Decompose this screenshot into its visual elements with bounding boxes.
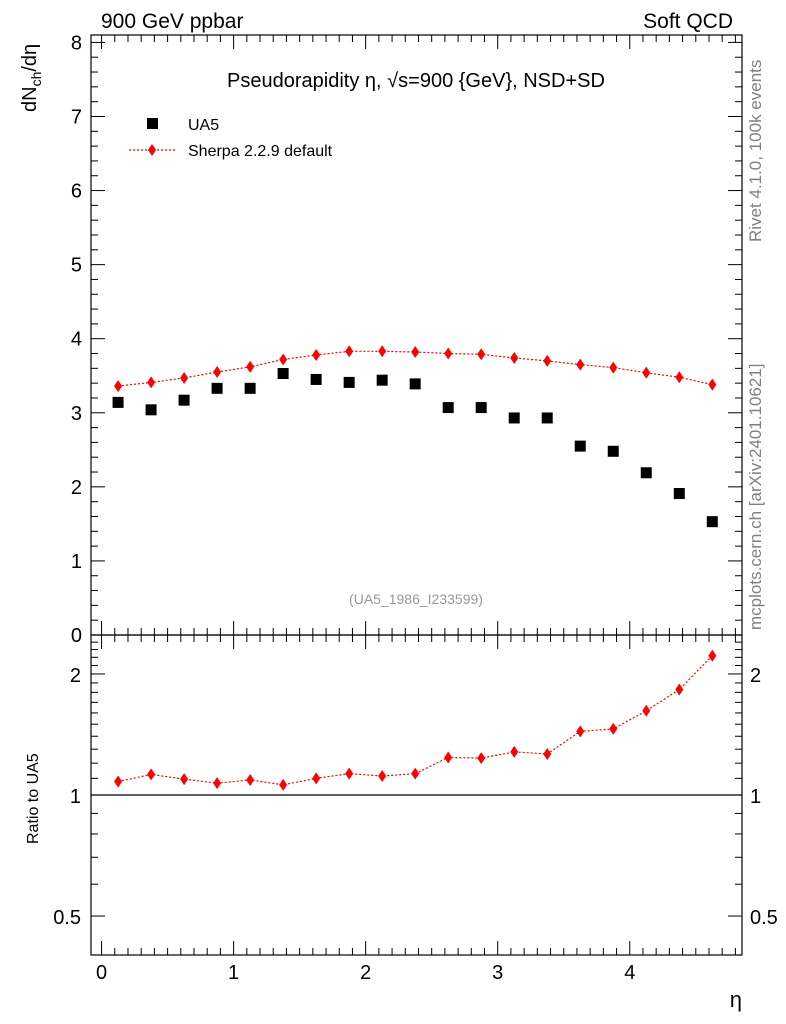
- ratio-data-point: [378, 769, 387, 782]
- mc-data-point: [642, 366, 651, 379]
- mc-data-point: [543, 354, 552, 367]
- main-y-tick-label: 6: [71, 181, 82, 203]
- ua5-data-point: [673, 488, 685, 500]
- ratio-data-point: [114, 775, 123, 788]
- ratio-y-tick-label-left: 2: [70, 665, 81, 687]
- ratio-data-point: [510, 745, 519, 758]
- mc-data-point: [246, 360, 255, 373]
- ratio-data-point: [147, 768, 156, 781]
- main-y-tick-label: 3: [71, 403, 82, 425]
- x-axis: 0 1 2 3 4: [96, 35, 736, 984]
- legend-mc-label: Sherpa 2.2.9 default: [188, 143, 333, 160]
- ratio-data-point: [477, 752, 486, 765]
- ratio-data-point: [246, 773, 255, 786]
- ratio-data-point: [576, 725, 585, 738]
- main-series-group: [112, 345, 718, 528]
- x-axis-label: η: [730, 987, 742, 1012]
- ratio-data-point: [708, 649, 717, 662]
- ua5-data-point: [442, 402, 454, 414]
- ua5-data-point: [277, 368, 289, 380]
- x-tick-label: 0: [96, 962, 107, 984]
- ua5-data-point: [343, 376, 355, 388]
- x-tick-label: 3: [492, 962, 503, 984]
- mc-data-point: [345, 345, 354, 358]
- ratio-data-point: [543, 747, 552, 760]
- mcplots-source-label: mcplots.cern.ch [arXiv:2401.10621]: [746, 364, 765, 630]
- mc-data-point: [378, 345, 387, 358]
- ua5-data-point: [112, 396, 124, 408]
- legend-data-marker: [147, 118, 158, 129]
- main-y-axis-label: dNch/dη: [19, 44, 44, 112]
- ua5-data-point: [211, 382, 223, 394]
- x-tick-label: 1: [228, 962, 239, 984]
- mc-data-point: [444, 347, 453, 360]
- ratio-data-point: [312, 772, 321, 785]
- legend-mc-marker: [148, 144, 156, 156]
- ratio-data-point: [213, 777, 222, 790]
- mc-data-point: [114, 380, 123, 393]
- mc-data-point: [180, 371, 189, 384]
- ratio-y-axis-label: Ratio to UA5: [25, 753, 42, 844]
- main-y-tick-label: 7: [71, 106, 82, 128]
- ratio-data-point: [411, 767, 420, 780]
- legend: UA5 Sherpa 2.2.9 default: [129, 117, 333, 160]
- mc-data-point: [213, 366, 222, 379]
- mc-data-point: [312, 349, 321, 361]
- ua5-data-point: [244, 382, 256, 394]
- ua5-data-point: [178, 394, 190, 406]
- ua5-data-point: [475, 402, 487, 414]
- ua5-data-point: [310, 373, 322, 385]
- ua5-data-point: [541, 412, 553, 424]
- ratio-y-tick-label-right: 2: [750, 665, 761, 687]
- mc-data-point: [708, 378, 717, 391]
- mc-data-point: [609, 361, 618, 374]
- rivet-version-label: Rivet 4.1.0, 100k events: [746, 60, 765, 242]
- ua5-data-point: [706, 516, 718, 528]
- main-y-tick-label: 2: [71, 477, 82, 499]
- ratio-y-tick-label-right: 1: [750, 786, 761, 808]
- mc-data-point: [576, 358, 585, 371]
- ua5-data-point: [145, 404, 157, 416]
- ratio-series-line: [117, 655, 713, 786]
- mc-data-point: [279, 353, 288, 366]
- ratio-y-axis: 0.5 0.5 1 1 2 2: [53, 641, 778, 956]
- ua5-data-point: [607, 445, 619, 457]
- mc-data-point: [477, 348, 486, 361]
- main-y-tick-label: 0: [71, 625, 82, 647]
- mc-data-point: [147, 376, 156, 389]
- main-y-axis: 0 1 2 3 4 5 6 7 8: [71, 32, 742, 647]
- x-tick-label: 2: [360, 962, 371, 984]
- main-y-tick-label: 8: [71, 32, 82, 54]
- mc-data-point: [411, 346, 420, 359]
- ua5-data-point: [376, 374, 388, 386]
- x-tick-label: 4: [624, 962, 635, 984]
- ratio-series-group: [114, 649, 717, 791]
- mc-data-point: [510, 351, 519, 364]
- mc-data-point: [675, 371, 684, 384]
- ratio-data-point: [642, 704, 651, 717]
- ua5-data-point: [508, 412, 520, 424]
- ratio-data-point: [345, 767, 354, 780]
- ratio-data-point: [609, 722, 618, 735]
- ratio-data-point: [444, 751, 453, 764]
- main-y-tick-label: 1: [71, 551, 82, 573]
- main-y-tick-label: 5: [71, 255, 82, 277]
- ua5-data-point: [640, 467, 652, 479]
- plot-title: Pseudorapidity η, √s=900 {GeV}, NSD+SD: [227, 70, 605, 92]
- main-y-tick-label: 4: [71, 329, 82, 351]
- header-right-label: Soft QCD: [643, 10, 733, 33]
- header-left-label: 900 GeV ppbar: [101, 10, 243, 33]
- ratio-data-point: [180, 773, 189, 786]
- ratio-data-point: [279, 778, 288, 791]
- ratio-y-tick-label-right: 0.5: [750, 907, 778, 929]
- ratio-y-tick-label-left: 1: [70, 786, 81, 808]
- legend-data-label: UA5: [188, 117, 219, 134]
- ratio-y-tick-label-left: 0.5: [53, 907, 81, 929]
- ua5-data-point: [574, 440, 586, 452]
- ua5-data-point: [409, 378, 421, 390]
- ratio-data-point: [675, 683, 684, 696]
- analysis-watermark: (UA5_1986_I233599): [349, 591, 483, 607]
